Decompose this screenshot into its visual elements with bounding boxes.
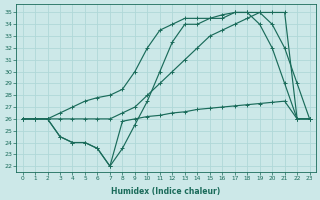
X-axis label: Humidex (Indice chaleur): Humidex (Indice chaleur) [111, 187, 221, 196]
